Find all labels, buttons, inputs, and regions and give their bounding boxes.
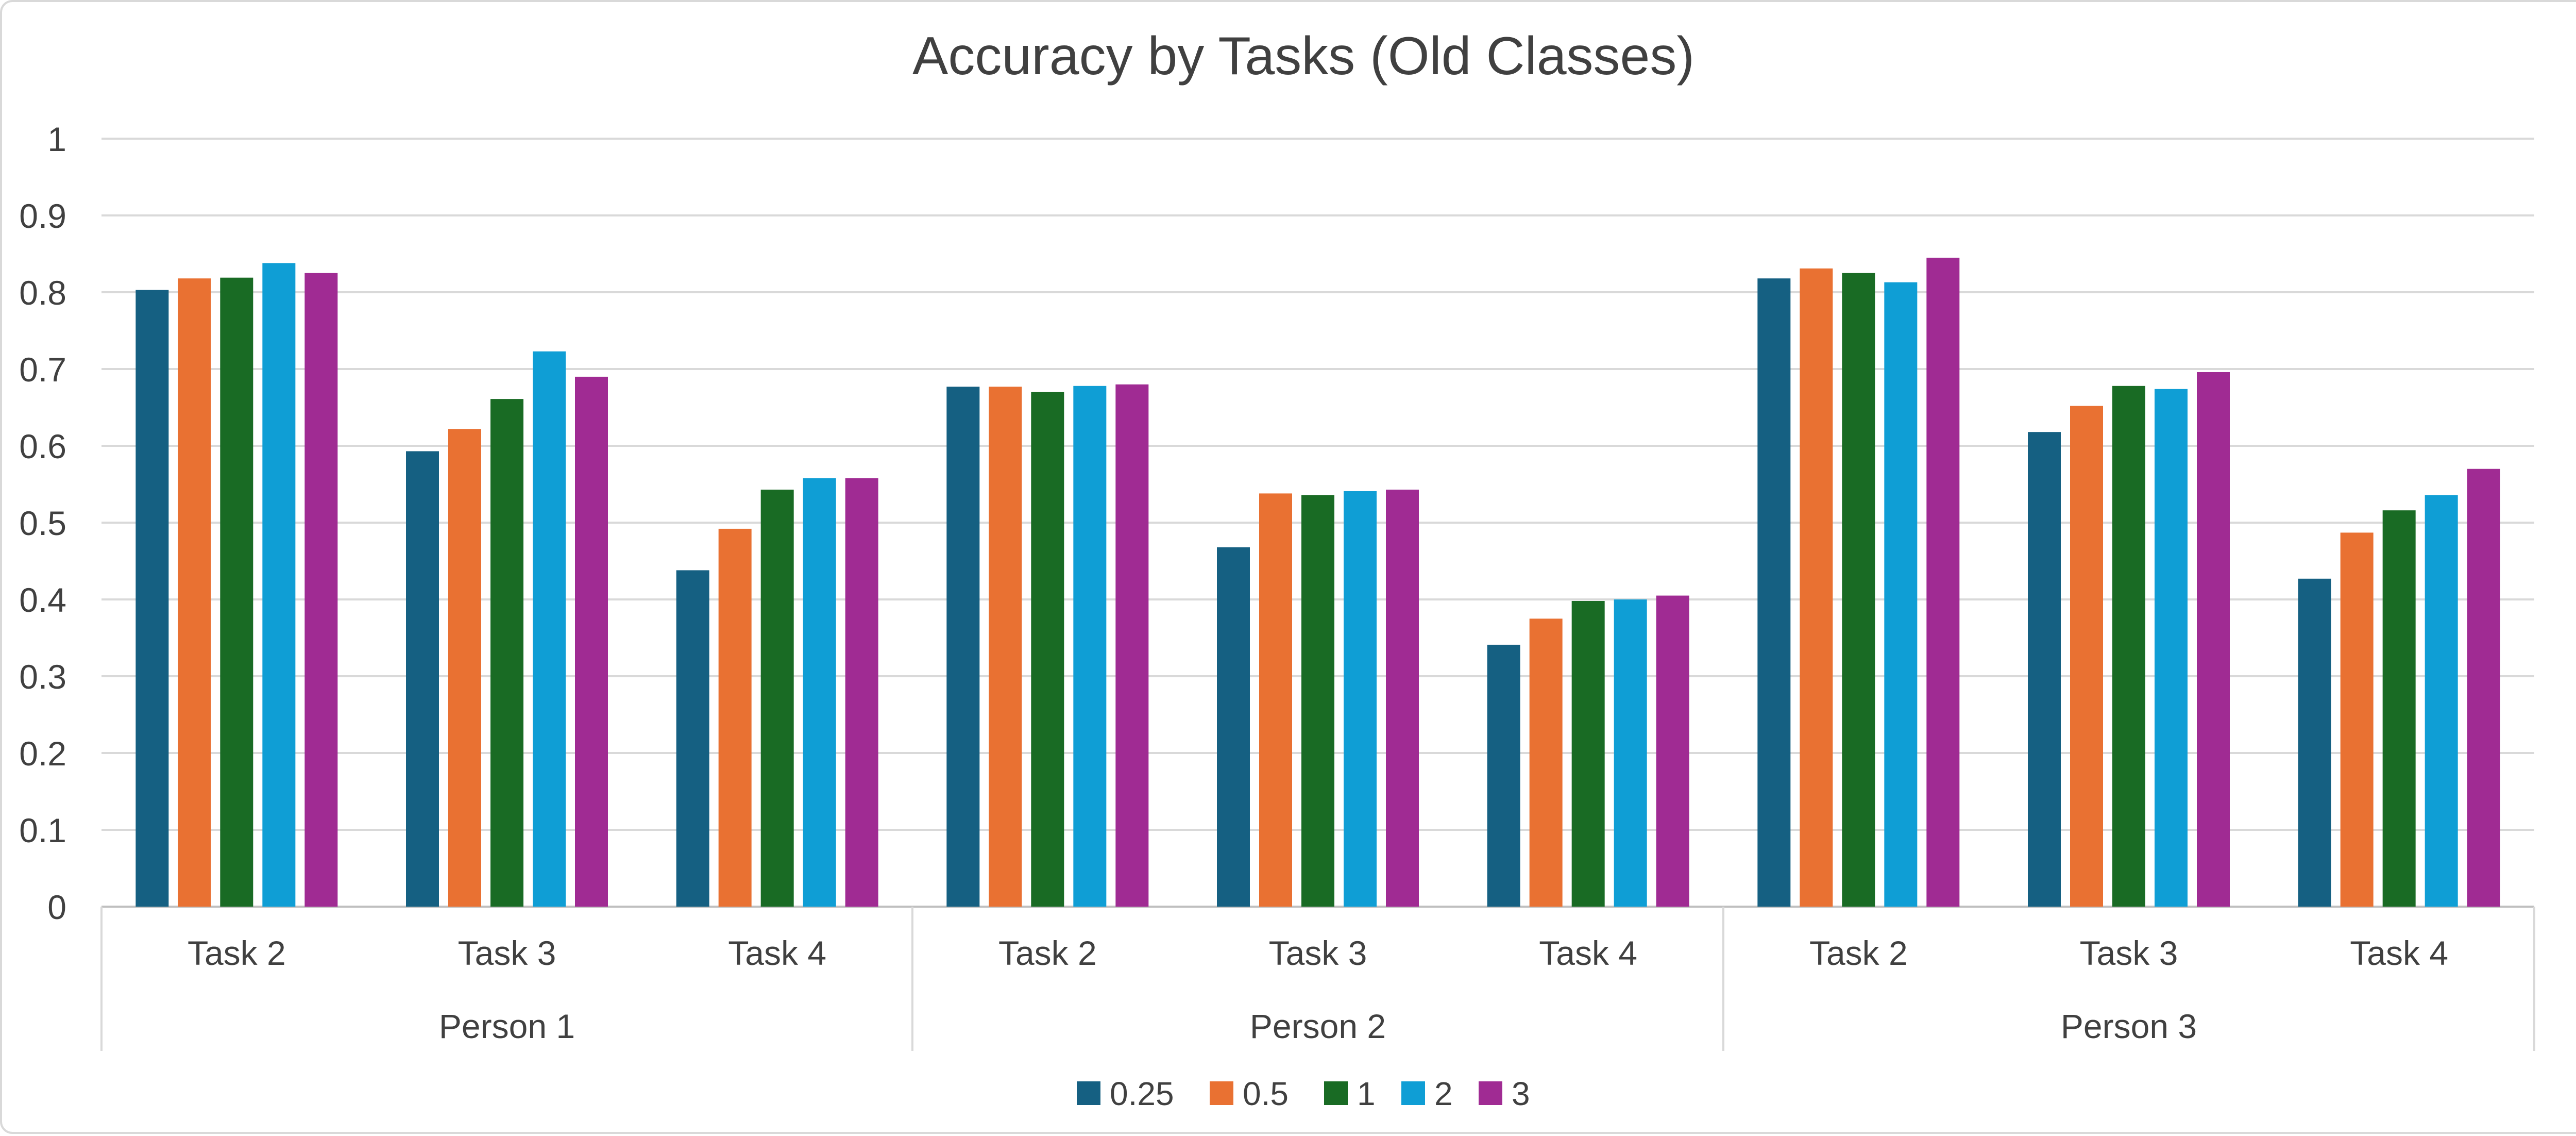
bar [676, 570, 709, 907]
legend-swatch [1210, 1081, 1233, 1105]
bar [946, 387, 980, 907]
x-tick-label: Task 2 [998, 934, 1097, 972]
bar [1757, 278, 1791, 907]
legend-item-0.25: 0.25 [1077, 1075, 1174, 1112]
bar [1386, 489, 1419, 907]
y-tick-label: 0.8 [19, 274, 66, 312]
y-tick-label: 0.2 [19, 734, 66, 773]
bar [220, 277, 253, 907]
group-label: Person 2 [1250, 1007, 1386, 1045]
bar [2425, 495, 2458, 907]
x-tick-label: Task 2 [1809, 934, 1908, 972]
y-tick-label: 0.1 [19, 811, 66, 849]
legend-label: 3 [1512, 1075, 1530, 1112]
legend-item-3: 3 [1479, 1075, 1530, 1112]
bar [1073, 386, 1107, 907]
bar [1259, 493, 1292, 907]
bar [1529, 619, 1563, 907]
bar [2467, 469, 2500, 907]
bar [2340, 532, 2374, 907]
x-tick-label: Task 4 [2350, 934, 2448, 972]
bar [1344, 491, 1377, 907]
y-tick-label: 0.3 [19, 658, 66, 696]
bar [448, 429, 481, 907]
x-tick-label: Task 2 [188, 934, 286, 972]
legend-swatch [1401, 1081, 1425, 1105]
series-3 [304, 257, 2500, 907]
x-tick-label: Task 3 [458, 934, 556, 972]
bar [575, 376, 608, 907]
group-label: Person 3 [2061, 1007, 2197, 1045]
bar [2028, 432, 2061, 907]
legend: 0.25 0.5 1 2 3 [1077, 1075, 1530, 1112]
bar [1115, 384, 1149, 907]
legend-swatch [1479, 1081, 1502, 1105]
y-tick-label: 0.7 [19, 350, 66, 389]
legend-swatch [1324, 1081, 1348, 1105]
y-axis-ticks: 0 0.1 0.2 0.3 0.4 0.5 0.6 0.7 0.8 0.9 1 [19, 120, 66, 926]
bar [1800, 268, 1833, 907]
bar [760, 489, 794, 907]
group-label: Person 1 [439, 1007, 575, 1045]
y-tick-label: 0.5 [19, 504, 66, 542]
bars [135, 257, 2500, 907]
chart-title: Accuracy by Tasks (Old Classes) [912, 26, 1694, 86]
y-tick-label: 0.6 [19, 427, 66, 465]
x-axis: Task 2 Task 3 Task 4 Task 2 Task 3 Task 4 Task… [100, 907, 2535, 1051]
bar [1842, 273, 1875, 907]
bar [803, 478, 836, 907]
x-tick-label: Task 3 [2080, 934, 2178, 972]
bar [178, 278, 211, 907]
bar [845, 478, 878, 907]
legend-label: 2 [1434, 1075, 1453, 1112]
bar [135, 290, 169, 907]
bar [2112, 386, 2145, 907]
y-tick-label: 1 [47, 120, 66, 158]
bar [1926, 257, 1960, 907]
bar [490, 399, 523, 907]
bar [1884, 282, 1918, 907]
bar [989, 387, 1022, 907]
bar [718, 528, 752, 907]
bar [406, 451, 439, 907]
bar [2155, 389, 2188, 907]
series-2 [262, 263, 2458, 907]
bar [1031, 392, 1064, 907]
legend-swatch [1077, 1081, 1100, 1105]
legend-item-0.5: 0.5 [1210, 1075, 1289, 1112]
bar [262, 263, 296, 907]
bar [1614, 599, 1647, 907]
x-tick-label: Task 4 [1539, 934, 1637, 972]
bar [1571, 600, 1605, 907]
bar [1487, 644, 1520, 907]
series-0.25 [135, 278, 2331, 907]
legend-item-1: 1 [1324, 1075, 1376, 1112]
y-tick-label: 0.4 [19, 581, 66, 619]
legend-label: 0.5 [1243, 1075, 1289, 1112]
series-0.5 [178, 268, 2374, 907]
x-tick-label: Task 3 [1269, 934, 1367, 972]
x-tick-label: Task 4 [728, 934, 826, 972]
y-tick-label: 0.9 [19, 197, 66, 235]
y-tick-label: 0 [47, 888, 66, 926]
legend-label: 1 [1357, 1075, 1376, 1112]
bar [304, 273, 338, 907]
series-1 [220, 273, 2416, 907]
bar [533, 351, 566, 907]
bar [2070, 406, 2103, 907]
bar [1301, 495, 1334, 907]
legend-label: 0.25 [1110, 1075, 1174, 1112]
bar [1656, 595, 1689, 907]
legend-item-2: 2 [1401, 1075, 1453, 1112]
bar [1217, 547, 1250, 907]
bar [2382, 510, 2416, 907]
bar [2298, 578, 2331, 907]
bar [2197, 372, 2230, 907]
